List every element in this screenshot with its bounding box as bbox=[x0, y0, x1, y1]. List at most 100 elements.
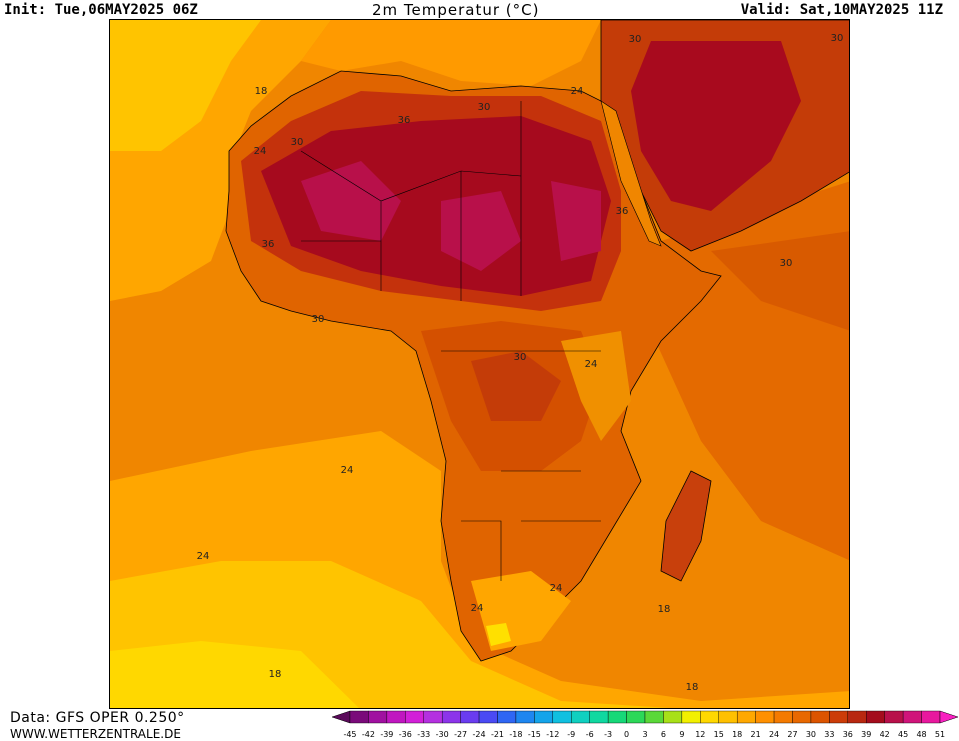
scale-tick-label: 18 bbox=[732, 730, 742, 739]
scale-arrow-high bbox=[939, 710, 959, 724]
scale-cell bbox=[700, 710, 719, 724]
lesotho-coolest bbox=[486, 623, 511, 646]
scale-arrow-low bbox=[332, 710, 351, 724]
scale-tick-label: -6 bbox=[586, 730, 594, 739]
isotherm-label: 30 bbox=[514, 352, 527, 363]
isotherm-label: 36 bbox=[616, 206, 629, 217]
isotherm-label: 24 bbox=[585, 359, 598, 370]
east-africa-highlands bbox=[561, 331, 631, 441]
scale-cell bbox=[755, 710, 775, 724]
scale-cell bbox=[534, 710, 554, 724]
scale-cell bbox=[497, 710, 517, 724]
scale-cell bbox=[773, 710, 793, 724]
isotherm-label: 18 bbox=[269, 669, 282, 680]
central-africa-warm bbox=[471, 351, 561, 421]
atlantic-south-coolest bbox=[110, 641, 359, 708]
isotherm-label: 24 bbox=[550, 583, 563, 594]
scale-tick-label: -45 bbox=[343, 730, 356, 739]
scale-cell bbox=[349, 710, 369, 724]
scale-cell bbox=[552, 710, 572, 724]
scale-cell bbox=[589, 710, 609, 724]
arabian-sea-warm bbox=[711, 231, 849, 331]
scale-cell bbox=[884, 710, 904, 724]
sahara-hottest-west bbox=[301, 161, 401, 241]
map-canvas: 30 30 18 30 36 24 30 24 36 36 30 30 30 24 24 24 24 18 24 18… bbox=[110, 20, 849, 708]
scale-cell bbox=[718, 710, 738, 724]
scale-tick-label: -21 bbox=[491, 730, 504, 739]
scale-tick-label: 33 bbox=[824, 730, 834, 739]
scale-tick-label: 48 bbox=[916, 730, 926, 739]
scale-tick-label: -36 bbox=[399, 730, 412, 739]
scale-tick-label: -24 bbox=[473, 730, 486, 739]
website-credit: WWW.WETTERZENTRALE.DE bbox=[10, 727, 181, 741]
scale-tick-label: -15 bbox=[528, 730, 541, 739]
scale-cell bbox=[810, 710, 830, 724]
scale-tick-label: -30 bbox=[436, 730, 449, 739]
scale-tick-label: -18 bbox=[509, 730, 522, 739]
data-source: Data: GFS OPER 0.250° bbox=[10, 710, 185, 726]
scale-tick-label: 0 bbox=[624, 730, 629, 739]
scale-tick-label: -9 bbox=[567, 730, 575, 739]
isotherm-label: 18 bbox=[255, 86, 268, 97]
scale-tick-label: 36 bbox=[843, 730, 853, 739]
scale-cell bbox=[792, 710, 812, 724]
isotherm-label: 36 bbox=[262, 239, 275, 250]
scale-tick-label: 42 bbox=[880, 730, 890, 739]
madagascar-landmass bbox=[660, 470, 712, 582]
scale-cell bbox=[405, 710, 424, 724]
red-sea bbox=[600, 100, 662, 247]
scale-tick-label: 51 bbox=[935, 730, 945, 739]
isotherm-label: 36 bbox=[398, 115, 411, 126]
scale-cell bbox=[460, 710, 480, 724]
sahara-hotter-zone bbox=[261, 116, 611, 296]
scale-tick-label: -39 bbox=[380, 730, 393, 739]
isotherm-label: 24 bbox=[341, 465, 354, 476]
isotherm-label: 24 bbox=[254, 146, 267, 157]
scale-tick-label: 24 bbox=[769, 730, 779, 739]
scale-cell bbox=[626, 710, 646, 724]
scale-cell bbox=[368, 710, 388, 724]
scale-cell bbox=[386, 710, 406, 724]
scale-cell bbox=[829, 710, 849, 724]
sahara-hottest-east bbox=[551, 181, 601, 261]
mediterranean-zone bbox=[301, 20, 601, 86]
scale-tick-label: -27 bbox=[454, 730, 467, 739]
atlantic-north-cool bbox=[110, 20, 261, 151]
scale-cell bbox=[571, 710, 590, 724]
map-title: 2m Temperatur (°C) bbox=[372, 1, 540, 19]
scale-cell bbox=[681, 710, 701, 724]
isotherm-label: 24 bbox=[571, 86, 584, 97]
scale-tick-label: 15 bbox=[714, 730, 724, 739]
isotherm-label: 30 bbox=[291, 137, 304, 148]
isotherm-label: 24 bbox=[197, 551, 210, 562]
scale-tick-label: 21 bbox=[751, 730, 761, 739]
scale-cell bbox=[644, 710, 664, 724]
isotherm-label: 30 bbox=[478, 102, 491, 113]
scale-cell bbox=[921, 710, 941, 724]
scale-tick-label: 6 bbox=[661, 730, 666, 739]
scale-tick-label: 9 bbox=[679, 730, 684, 739]
temperature-map: 30 30 18 30 36 24 30 24 36 36 30 30 30 24 24 24 24 18 24 18… bbox=[109, 19, 850, 709]
scale-cell bbox=[736, 710, 756, 724]
country-borders bbox=[300, 101, 601, 581]
scale-cell bbox=[847, 710, 867, 724]
scale-cell bbox=[663, 710, 683, 724]
scale-tick-label: 39 bbox=[861, 730, 871, 739]
color-scale-bar: -45 -42 -39 -36 -33 -30 -27 -24 -21 -18 -15 -12 -9 -6… bbox=[332, 710, 959, 739]
scale-tick-label: 45 bbox=[898, 730, 908, 739]
init-time: Init: Tue,06MAY2025 06Z bbox=[4, 2, 198, 18]
isotherm-label: 30 bbox=[312, 314, 325, 325]
scale-cell bbox=[478, 710, 498, 724]
valid-time: Valid: Sat,10MAY2025 11Z bbox=[740, 2, 943, 18]
scale-cell bbox=[866, 710, 885, 724]
scale-tick-label: 30 bbox=[806, 730, 816, 739]
arabia-hot-core bbox=[631, 41, 801, 211]
isotherm-label: 24 bbox=[471, 603, 484, 614]
scale-tick-label: -33 bbox=[417, 730, 430, 739]
scale-tick-label: 3 bbox=[642, 730, 647, 739]
scale-tick-label: 27 bbox=[787, 730, 797, 739]
isotherm-label: 30 bbox=[780, 258, 793, 269]
scale-tick-label: 12 bbox=[695, 730, 705, 739]
isotherm-label: 18 bbox=[658, 604, 671, 615]
scale-tick-label: -42 bbox=[362, 730, 375, 739]
